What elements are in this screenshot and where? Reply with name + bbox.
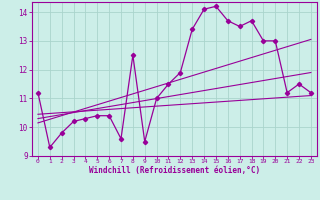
X-axis label: Windchill (Refroidissement éolien,°C): Windchill (Refroidissement éolien,°C)	[89, 166, 260, 175]
